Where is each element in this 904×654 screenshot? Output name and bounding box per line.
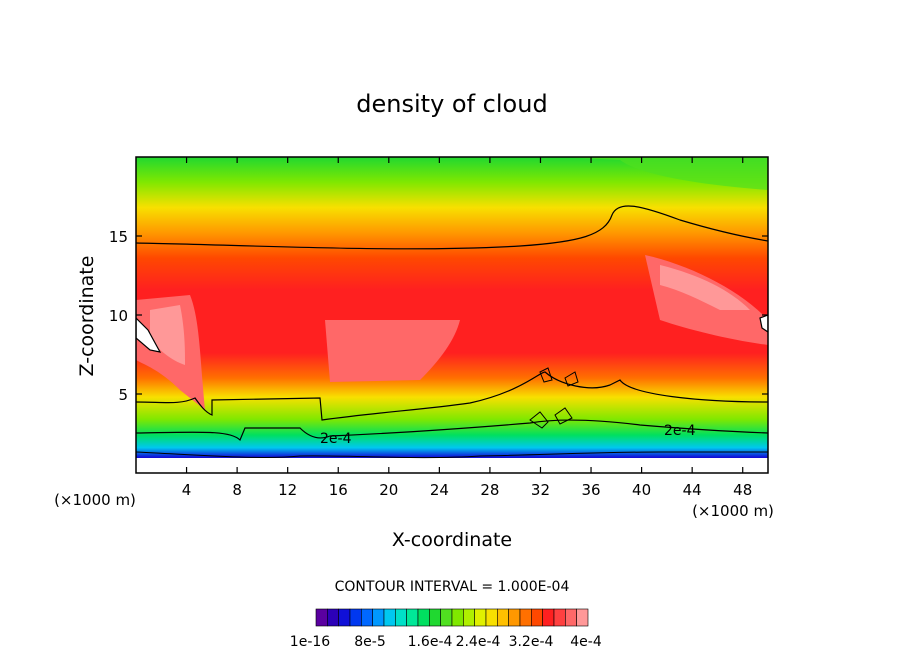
y-axis-ticks: 5 10 15: [109, 228, 768, 404]
y-axis-label: Z-coordinate: [76, 256, 98, 377]
colorbar-cell: [338, 608, 351, 627]
red-core-left-peak: [150, 305, 185, 365]
density-field: 2e-4 2e-4: [136, 157, 768, 473]
colorbar-label: 1.6e-4: [408, 634, 453, 650]
colorbar-cell: [440, 608, 453, 627]
colorbar-cell: [474, 608, 487, 627]
y-tick-label: 10: [109, 307, 128, 325]
chart-title: density of cloud: [356, 90, 547, 118]
contour-mid: [136, 371, 768, 421]
x-unit-left: (×1000 m): [54, 491, 136, 509]
colorbar-cell: [383, 608, 396, 627]
colorbar-cell: [508, 608, 521, 627]
below-cloud-area: [136, 458, 768, 473]
x-tick-label: 40: [632, 481, 651, 499]
y-tick-label: 15: [109, 228, 128, 246]
colorbar-label: 1e-16: [290, 634, 330, 650]
x-tick-label: 16: [329, 481, 348, 499]
x-axis-label: X-coordinate: [392, 529, 512, 551]
colorbar-cell: [349, 608, 362, 627]
colorbar-labels: 1e-16 8e-5 1.6e-4 2.4e-4 3.2e-4 4e-4: [290, 634, 602, 650]
colorbar-cell: [542, 608, 555, 627]
x-tick-label: 32: [531, 481, 550, 499]
convective-patches: [529, 367, 579, 429]
colorbar-cell: [417, 608, 430, 627]
colorbar-cell: [553, 608, 566, 627]
contour-base: [136, 451, 768, 459]
colorbar-label: 8e-5: [354, 634, 385, 650]
colorbar-cell: [531, 608, 543, 627]
x-tick-label: 36: [581, 481, 600, 499]
x-unit-right: (×1000 m): [692, 502, 774, 520]
colorbar-cell: [485, 608, 498, 627]
colorbar-cell: [576, 608, 589, 627]
colorbar-label: 3.2e-4: [509, 634, 554, 650]
x-tick-label: 20: [379, 481, 398, 499]
colorbar-cell: [315, 608, 328, 627]
clear-pocket-left: [136, 317, 162, 353]
colorbar-cell: [395, 608, 407, 627]
colorbar-cell: [406, 608, 419, 627]
colorbar-cell: [463, 608, 475, 627]
colorbar-cell: [451, 608, 464, 627]
colorbar-cell: [361, 608, 373, 627]
x-tick-label: 24: [430, 481, 449, 499]
y-tick-label: 5: [118, 386, 128, 404]
colorbar-cell: [429, 608, 441, 627]
contour-label-1: 2e-4: [320, 431, 352, 447]
colorbar-label: 4e-4: [570, 634, 602, 650]
colorbar-cell: [497, 608, 509, 627]
clear-pocket-right: [759, 314, 768, 333]
x-tick-label: 8: [232, 481, 242, 499]
x-axis-ticks: 4 8 12 16 20 24 28 32 36 40 44 48: [182, 157, 752, 499]
x-tick-label: 4: [182, 481, 192, 499]
contour-interval: CONTOUR INTERVAL = 1.000E-04: [335, 579, 570, 595]
x-tick-label: 48: [733, 481, 752, 499]
red-core-right-peak: [660, 265, 750, 310]
upper-dry-band: [136, 157, 768, 190]
contour-upper: [136, 205, 768, 250]
colorbar-label: 2.4e-4: [456, 634, 501, 650]
x-tick-label: 44: [683, 481, 702, 499]
contour-label-2: 2e-4: [664, 423, 696, 439]
colorbar-cell: [519, 608, 532, 627]
red-core-center: [325, 320, 460, 382]
contour-2e-4: [136, 419, 768, 442]
x-tick-label: 12: [278, 481, 297, 499]
colorbar: [315, 608, 589, 627]
colorbar-cell: [372, 608, 385, 627]
x-tick-label: 28: [480, 481, 499, 499]
colorbar-cell: [327, 608, 339, 627]
colorbar-cell: [565, 608, 577, 627]
